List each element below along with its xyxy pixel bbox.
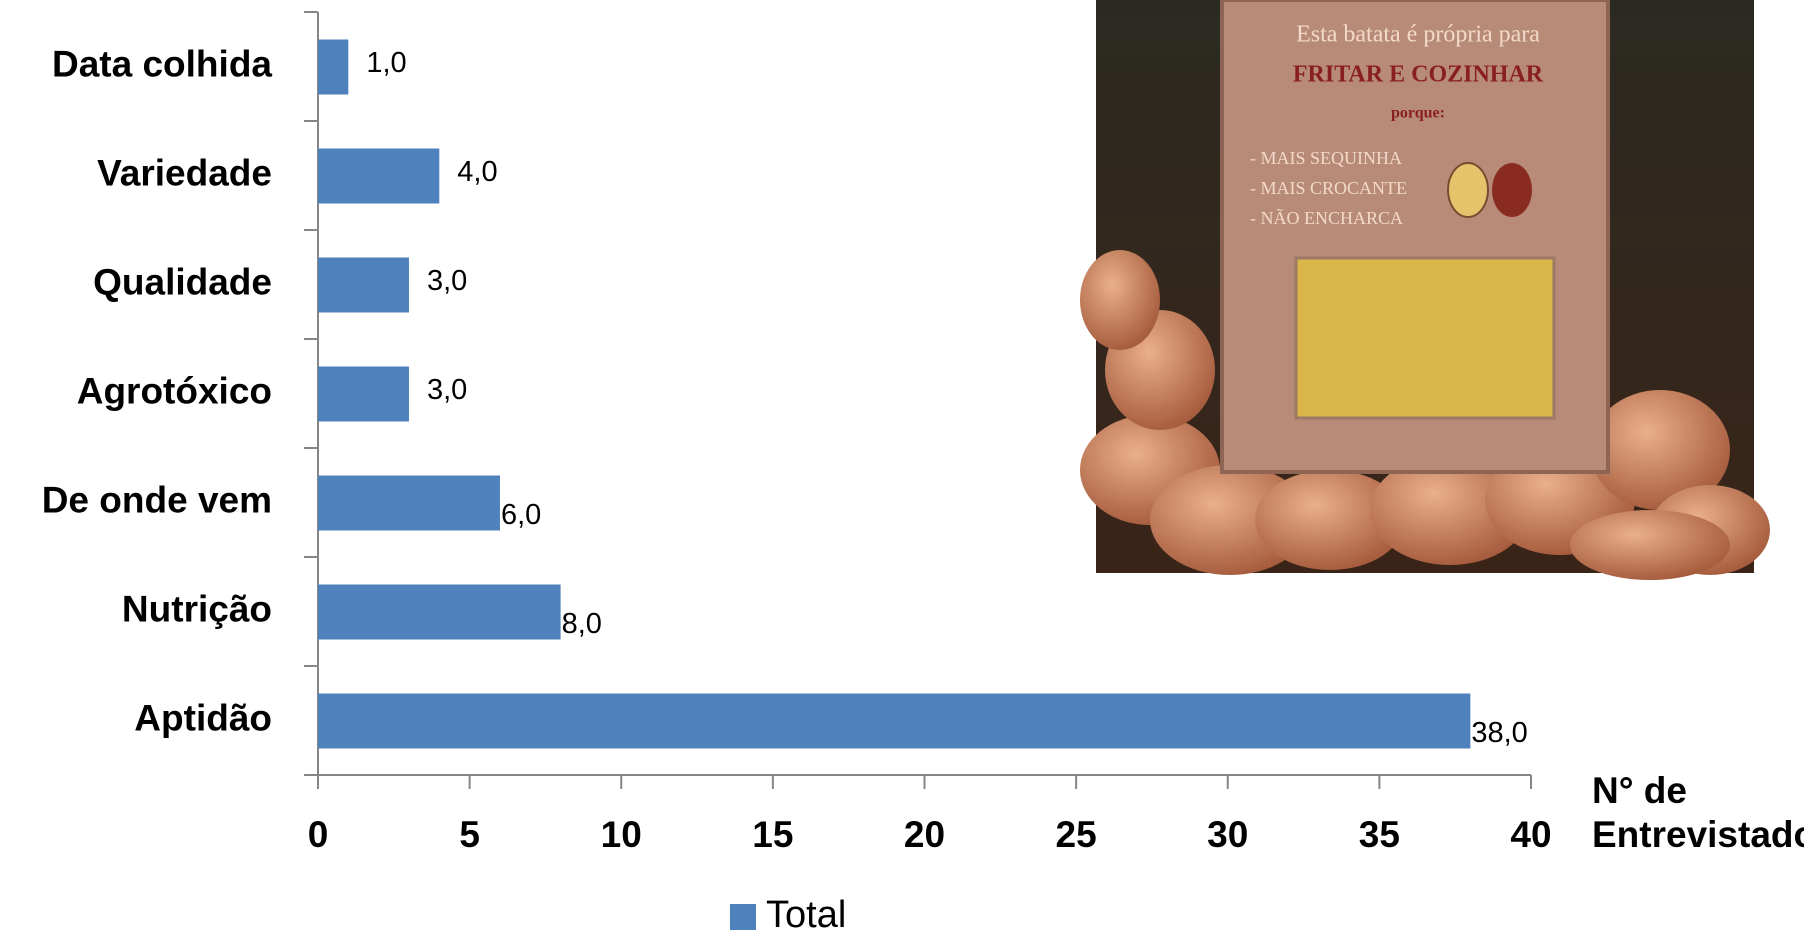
value-label: 1,0: [366, 47, 406, 79]
value-label: 3,0: [427, 265, 467, 297]
x-axis-label: N° de: [1592, 770, 1687, 811]
y-tick-label: Qualidade: [93, 261, 272, 302]
y-tick-label: Nutrição: [122, 588, 272, 629]
value-label: 38,0: [1471, 717, 1527, 749]
bar: [318, 584, 561, 640]
value-label: 3,0: [427, 374, 467, 406]
y-tick-label: Agrotóxico: [77, 370, 272, 411]
bar: [318, 39, 349, 95]
x-tick-label: 10: [601, 814, 642, 855]
x-axis-label: Entrevistados: [1592, 814, 1804, 855]
bar: [318, 257, 409, 313]
x-tick-label: 5: [459, 814, 480, 855]
y-tick-label: De onde vem: [42, 479, 272, 520]
x-tick-label: 35: [1359, 814, 1400, 855]
photo: Esta batata é própria para FRITAR E COZI…: [1080, 0, 1770, 580]
x-tick-label: 25: [1056, 814, 1097, 855]
x-tick-label: 30: [1207, 814, 1248, 855]
legend-swatch: [730, 904, 756, 930]
sign-text: - MAIS CROCANTE: [1250, 178, 1407, 198]
bar: [318, 366, 409, 422]
y-tick-label: Variedade: [97, 152, 272, 193]
sign-text: Esta batata é própria para: [1296, 22, 1540, 48]
sign-text: - MAIS SEQUINHA: [1250, 148, 1402, 168]
sign-photo: [1294, 256, 1556, 420]
bar: [318, 475, 500, 531]
sign-text: - NÃO ENCHARCA: [1250, 207, 1403, 228]
y-tick-label: Aptidão: [134, 697, 272, 738]
x-tick-label: 40: [1510, 814, 1551, 855]
y-tick-label: Data colhida: [52, 43, 272, 84]
x-tick-label: 0: [308, 814, 329, 855]
x-tick-label: 15: [752, 814, 793, 855]
bar: [318, 148, 440, 204]
bar: [318, 693, 1471, 749]
value-label: 8,0: [562, 608, 602, 640]
sign-text: porque:: [1391, 105, 1445, 122]
value-label: 4,0: [457, 156, 497, 188]
value-label: 6,0: [501, 499, 541, 531]
x-tick-label: 20: [904, 814, 945, 855]
potatoes: [1080, 250, 1770, 580]
sign-text: FRITAR E COZINHAR: [1293, 62, 1544, 88]
legend-label: Total: [766, 894, 846, 933]
